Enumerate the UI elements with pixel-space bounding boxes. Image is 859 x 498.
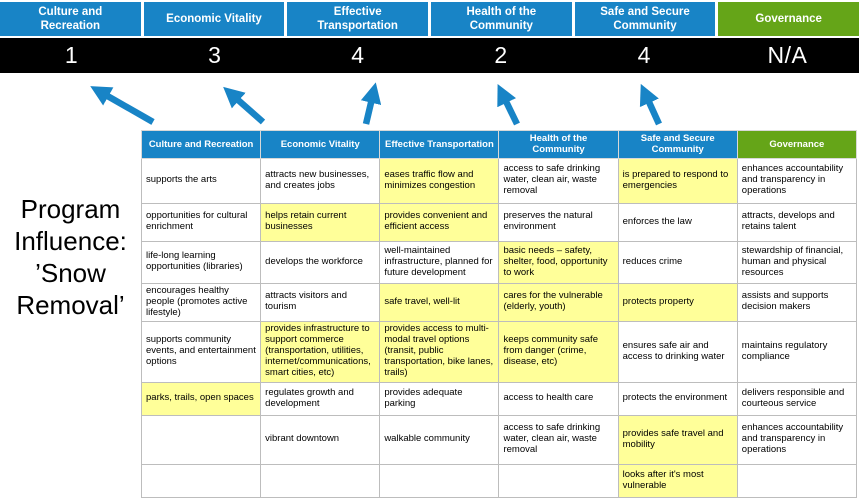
matrix-cell-r6c1: parks, trails, open spaces (140, 381, 262, 416)
matrix-cell-r8c3 (379, 463, 500, 498)
matrix-cell-r8c6 (736, 463, 858, 498)
matrix-cell-r4c4: cares for the vulnerable (elderly, youth… (498, 282, 619, 322)
arrow-icon-5 (639, 83, 662, 126)
matrix-cell-r2c2: helps retain current businesses (260, 202, 381, 242)
program-title-line-3: ’Snow (35, 258, 106, 288)
matrix-cell-r2c4: preserves the natural environment (498, 202, 619, 242)
matrix-cell-r2c6: attracts, develops and retains talent (736, 202, 858, 242)
matrix-cell-r6c4: access to health care (498, 381, 619, 416)
matrix-row-2: opportunities for cultural enrichment hel… (140, 202, 858, 242)
matrix-cell-r5c4: keeps community safe from danger (crime,… (498, 320, 619, 383)
matrix-cell-r1c5: is prepared to respond to emergencies (617, 157, 738, 204)
score-bar: 1 3 4 2 4 N/A (0, 38, 859, 73)
matrix-row-8: looks after it's most vulnerable (140, 463, 858, 498)
matrix-col-header-3: Effective Transportation (379, 130, 500, 159)
matrix-cell-r5c2: provides infrastructure to support comme… (260, 320, 381, 383)
matrix-cell-r1c1: supports the arts (140, 157, 262, 204)
matrix-body: supports the arts attracts new businesses… (140, 157, 858, 498)
pillar-header-4: Health of the Community (431, 2, 572, 36)
matrix-row-4: encourages healthy people (promotes acti… (140, 282, 858, 322)
pillar-score-3: 4 (351, 42, 365, 68)
matrix-cell-r3c1: life-long learning opportunities (librar… (140, 240, 262, 284)
matrix-cell-r7c4: access to safe drinking water, clean air… (498, 414, 619, 465)
arrow-icon-3 (360, 82, 382, 125)
pillar-header-1: Culture and Recreation (0, 2, 141, 36)
influence-arrows (90, 82, 662, 126)
matrix-col-header-4: Health of the Community (498, 130, 619, 159)
matrix-cell-r1c2: attracts new businesses, and creates job… (260, 157, 381, 204)
matrix-cell-r2c3: provides convenient and efficient access (379, 202, 500, 242)
pillar-header-3: Effective Transportation (287, 2, 428, 36)
matrix-cell-r8c4 (498, 463, 619, 498)
pillar-score-5: 4 (637, 42, 651, 68)
matrix-col-header-2: Economic Vitality (260, 130, 381, 159)
matrix-col-header-1: Culture and Recreation (140, 130, 262, 159)
matrix-cell-r8c1 (140, 463, 262, 498)
pillar-score-6: N/A (767, 42, 808, 68)
matrix-cell-r8c2 (260, 463, 381, 498)
matrix-cell-r5c6: maintains regulatory compliance (736, 320, 858, 383)
program-title-line-1: Program (20, 194, 121, 224)
pillar-header-2: Economic Vitality (143, 2, 285, 36)
arrow-icon-2 (223, 86, 266, 125)
matrix-col-header-5: Safe and Secure Community (617, 130, 738, 159)
program-title-line-2: Influence: (14, 226, 127, 256)
matrix-cell-r7c6: enhances accountability and transparency… (736, 414, 858, 465)
matrix-header-row: Culture and Recreation Economic Vitality E… (140, 130, 858, 159)
matrix-cell-r4c3: safe travel, well-lit (379, 282, 500, 322)
matrix-cell-r6c6: delivers responsible and courteous servi… (736, 381, 858, 416)
matrix-cell-r4c2: attracts visitors and tourism (260, 282, 381, 322)
arrow-icon-1 (90, 86, 155, 125)
program-title: Program Influence: ’Snow Removal’ (0, 193, 141, 321)
influence-matrix: Culture and Recreation Economic Vitality E… (140, 130, 858, 498)
matrix-cell-r1c3: eases traffic flow and minimizes congest… (379, 157, 500, 204)
matrix-cell-r3c3: well-maintained infrastructure, planned … (379, 240, 500, 284)
matrix-cell-r3c2: develops the workforce (260, 240, 381, 284)
pillar-header-6: Governance (718, 2, 859, 36)
pillar-score-2: 3 (208, 42, 222, 68)
matrix-cell-r6c5: protects the environment (617, 381, 738, 416)
matrix-cell-r7c2: vibrant downtown (260, 414, 381, 465)
matrix-row-1: supports the arts attracts new businesses… (140, 157, 858, 204)
matrix-cell-r3c4: basic needs – safety, shelter, food, opp… (498, 240, 619, 284)
matrix-cell-r2c1: opportunities for cultural enrichment (140, 202, 262, 242)
matrix-cell-r5c3: provides access to multi-modal travel op… (379, 320, 500, 383)
matrix-cell-r2c5: enforces the law (617, 202, 738, 242)
matrix-row-7: vibrant downtown walkable community access… (140, 414, 858, 465)
matrix-cell-r8c5: looks after it's most vulnerable (617, 463, 738, 498)
matrix-cell-r3c6: stewardship of financial, human and phys… (736, 240, 858, 284)
matrix-row-6: parks, trails, open spaces regulates grow… (140, 381, 858, 416)
pillar-banner: Culture and Recreation Economic Vitality E… (0, 2, 859, 36)
matrix-cell-r4c1: encourages healthy people (promotes acti… (140, 282, 262, 322)
pillar-score-4: 2 (494, 42, 508, 68)
matrix-cell-r5c1: supports community events, and entertain… (140, 320, 262, 383)
matrix-cell-r7c5: provides safe travel and mobility (617, 414, 738, 465)
matrix-cell-r6c3: provides adequate parking (379, 381, 500, 416)
matrix-cell-r4c5: protects property (617, 282, 738, 322)
matrix-cell-r1c6: enhances accountability and transparency… (736, 157, 858, 204)
matrix-cell-r5c5: ensures safe air and access to drinking … (617, 320, 738, 383)
matrix-cell-r1c4: access to safe drinking water, clean air… (498, 157, 619, 204)
matrix-row-5: supports community events, and entertain… (140, 320, 858, 383)
matrix-cell-r4c6: assists and supports decision makers (736, 282, 858, 322)
matrix-cell-r3c5: reduces crime (617, 240, 738, 284)
pillar-header-5: Safe and Secure Community (574, 2, 716, 36)
matrix-row-3: life-long learning opportunities (librar… (140, 240, 858, 284)
matrix-cell-r6c2: regulates growth and development (260, 381, 381, 416)
pillar-score-1: 1 (64, 42, 79, 68)
matrix-cell-r7c1 (140, 414, 262, 465)
arrow-icon-4 (497, 83, 520, 126)
matrix-col-header-6: Governance (736, 130, 858, 159)
matrix-cell-r7c3: walkable community (379, 414, 500, 465)
program-title-line-4: Removal’ (16, 290, 125, 320)
